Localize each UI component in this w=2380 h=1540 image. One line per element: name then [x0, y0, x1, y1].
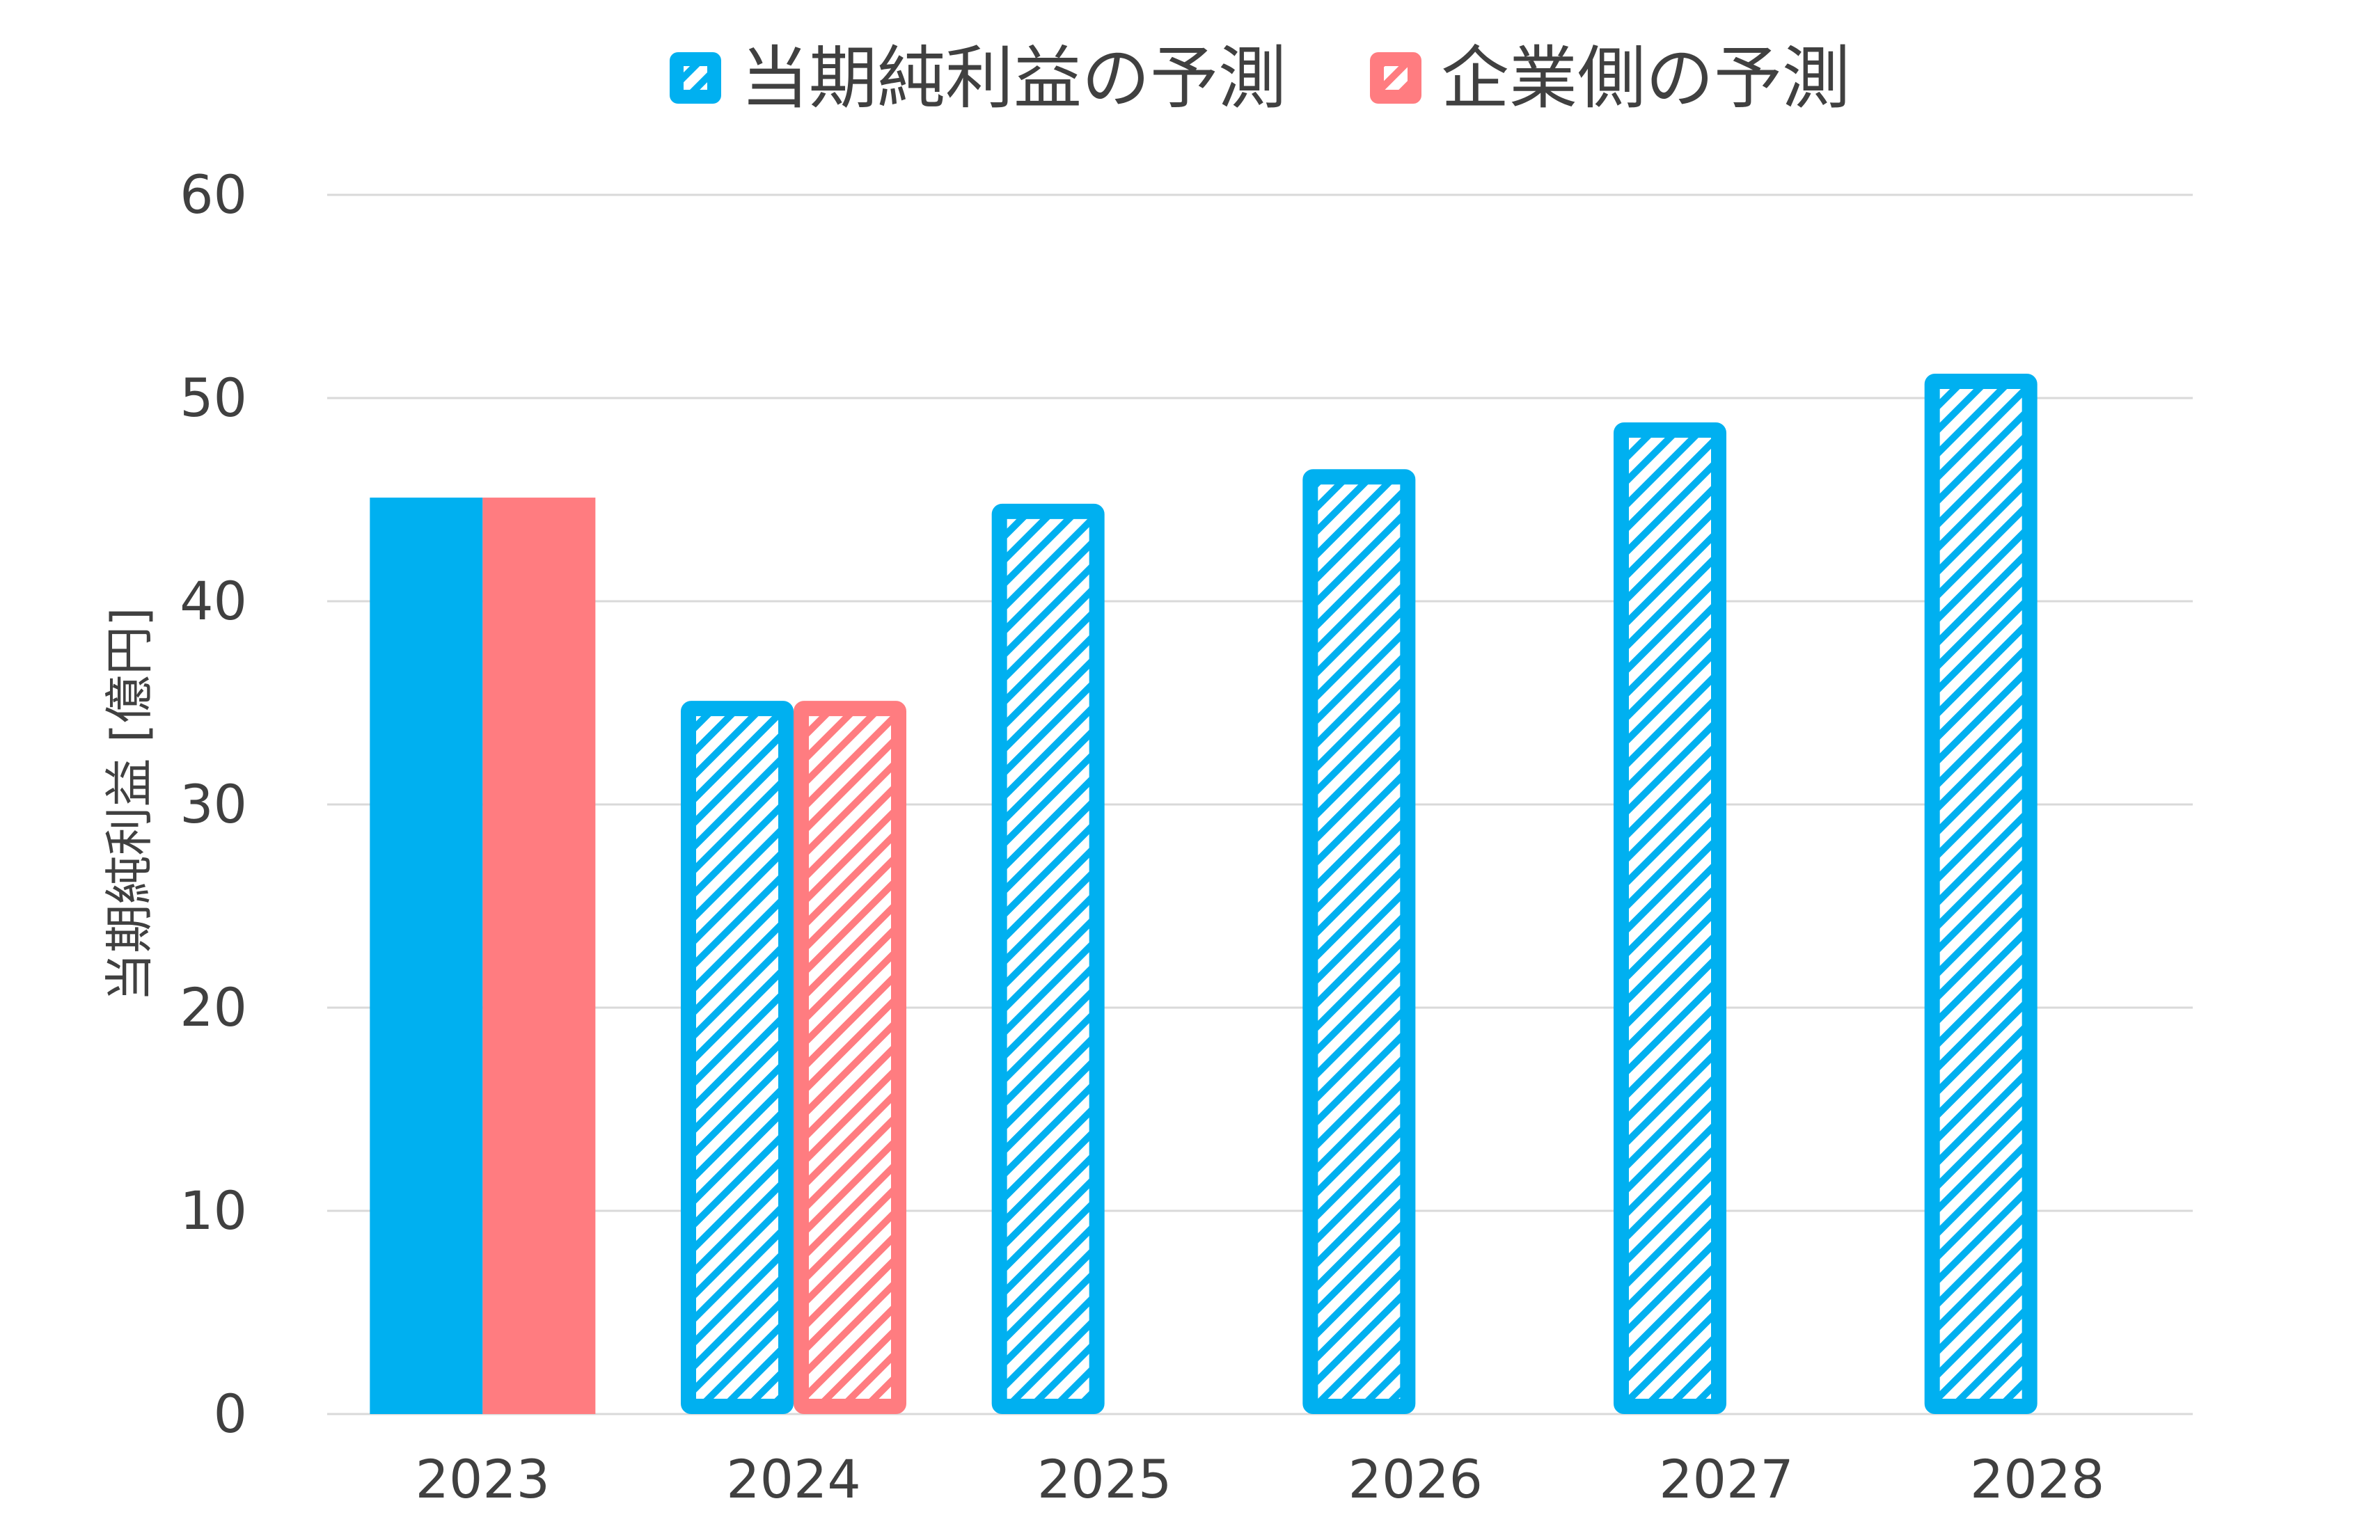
- y-tick-label-40: 40: [180, 570, 247, 632]
- y-axis-label-group: 当期純利益 [億円]: [101, 608, 158, 1002]
- y-tick-label-0: 0: [214, 1383, 247, 1445]
- legend-item-0: 当期純利益の予測: [670, 39, 1286, 118]
- legend-item-1: 企業側の予測: [1370, 39, 1850, 118]
- bar-2023-series-1: [482, 498, 596, 1414]
- legend-label-1: 企業側の予測: [1441, 39, 1850, 118]
- bar-2024-series-0: [681, 701, 794, 1414]
- legend-label-0: 当期純利益の予測: [741, 39, 1286, 118]
- x-tick-label-2026: 2026: [1348, 1448, 1483, 1510]
- bar-2025-series-0: [991, 503, 1105, 1415]
- legend-swatch-hatch-1: [1384, 66, 1408, 90]
- bar-2026-series-0: [1302, 469, 1416, 1415]
- x-tick-label-2028: 2028: [1970, 1448, 2104, 1510]
- x-tick-label-2025: 2025: [1037, 1448, 1172, 1510]
- bar-2027-series-0: [1614, 422, 1726, 1414]
- y-tick-label-60: 60: [180, 164, 247, 225]
- legend-swatch-hatch-0: [684, 66, 707, 90]
- y-tick-label-10: 10: [180, 1180, 247, 1241]
- bars: [370, 373, 2038, 1415]
- y-tick-label-50: 50: [180, 367, 247, 429]
- x-tick-label-2023: 2023: [416, 1448, 550, 1510]
- gridlines: [327, 193, 2193, 1415]
- y-tick-label-30: 30: [180, 773, 247, 835]
- bar-2024-series-1: [794, 701, 906, 1414]
- legend: 当期純利益の予測 企業側の予測: [670, 39, 1850, 118]
- x-axis-ticks: 2023 2024 2025 2026 2027 2028: [416, 1448, 2105, 1510]
- y-axis-label: 当期純利益 [億円]: [101, 608, 158, 1002]
- bar-2028-series-0: [1924, 373, 2038, 1415]
- x-tick-label-2027: 2027: [1659, 1448, 1793, 1510]
- y-axis-ticks: 0 10 20 30 40 50 60: [180, 164, 247, 1445]
- bar-2023-series-0: [370, 498, 483, 1414]
- y-tick-label-20: 20: [180, 976, 247, 1038]
- x-tick-label-2024: 2024: [726, 1448, 860, 1510]
